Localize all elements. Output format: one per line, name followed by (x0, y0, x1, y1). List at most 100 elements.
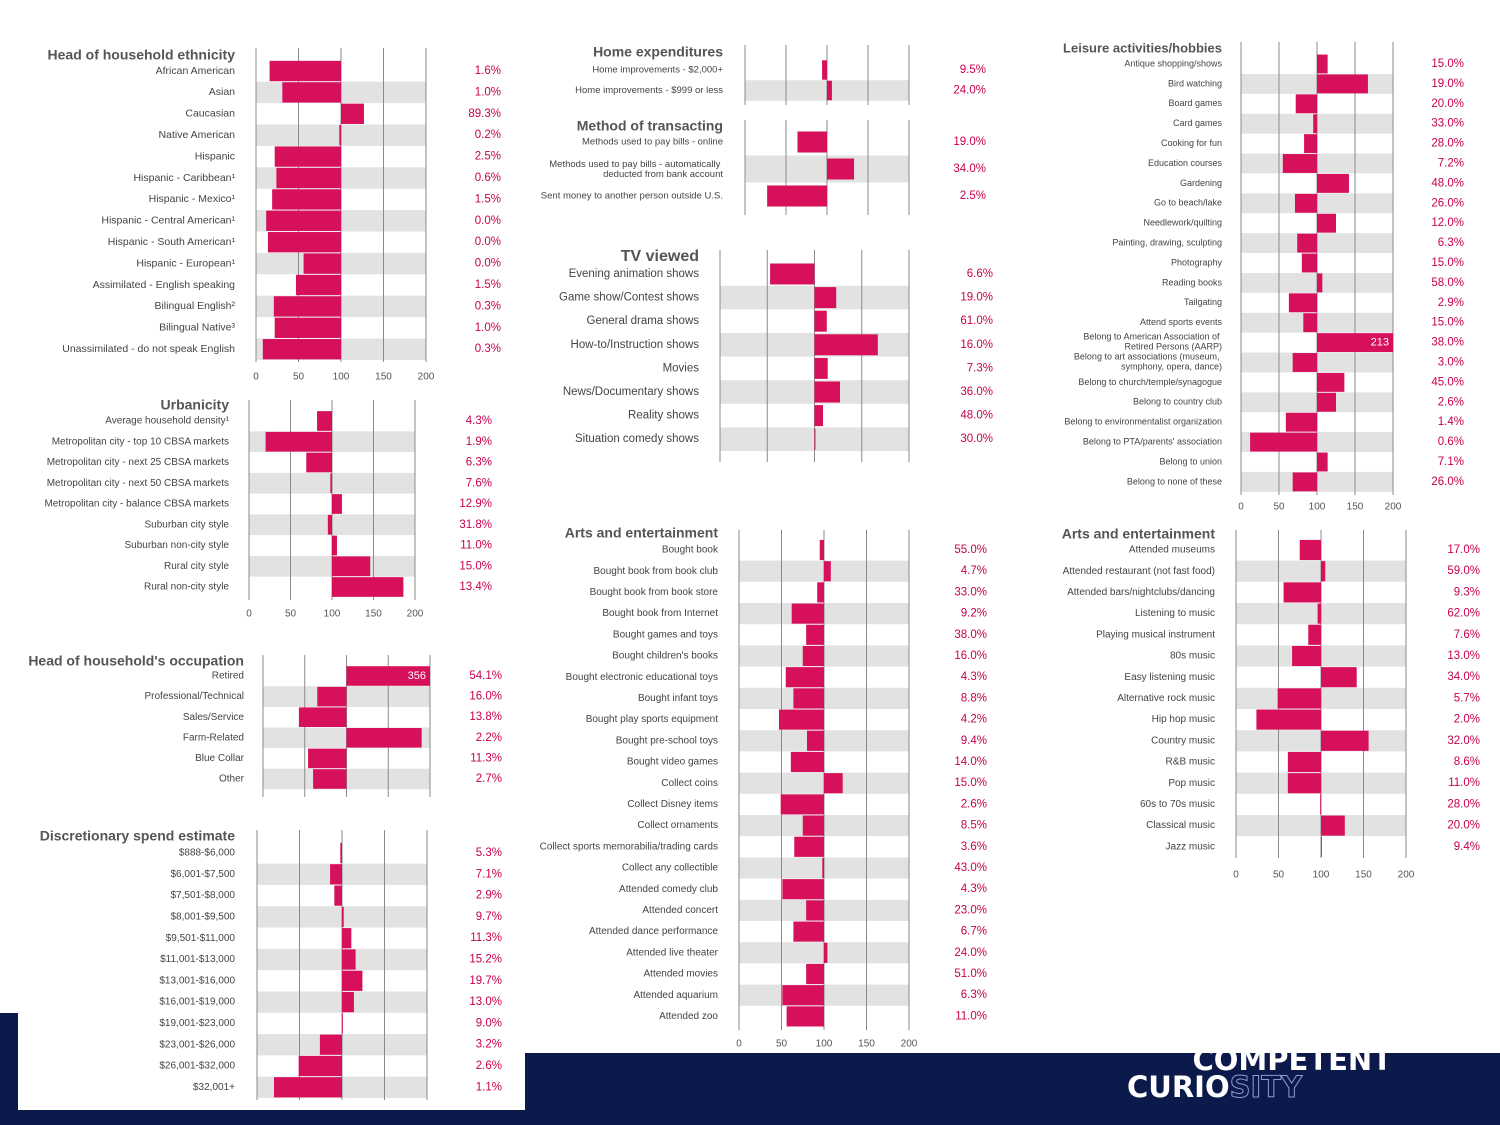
percent-label: 8.6% (1454, 756, 1480, 768)
bar (819, 539, 824, 561)
category-label: $7,501-$8,000 (170, 890, 235, 901)
bar (273, 296, 341, 317)
percent-label: 3.0% (1438, 357, 1464, 369)
percent-label: 34.0% (1447, 671, 1480, 683)
percent-label: 33.0% (1431, 118, 1464, 130)
x-tick-label: 100 (1313, 870, 1330, 881)
percent-label: 62.0% (1447, 608, 1480, 620)
bar (298, 707, 347, 727)
category-label: Playing musical instrument (1096, 629, 1215, 640)
bar (1292, 645, 1321, 667)
category-label: $26,001-$32,000 (159, 1061, 235, 1072)
category-label: Attended concert (642, 905, 718, 916)
percent-label: 23.0% (954, 904, 987, 916)
percent-label: 7.2% (1438, 158, 1464, 170)
bar (767, 185, 827, 207)
bar (327, 514, 332, 535)
bar (332, 535, 337, 556)
bar (342, 970, 363, 991)
bar (339, 125, 341, 146)
bar (794, 836, 824, 857)
percent-label: 13.0% (469, 996, 502, 1008)
percent-label: 11.0% (1448, 777, 1480, 789)
x-tick-label: 150 (1347, 502, 1364, 513)
percent-label: 15.0% (954, 777, 987, 789)
bar (806, 624, 824, 645)
percent-label: 0.0% (475, 236, 501, 248)
percent-label: 2.0% (1454, 714, 1480, 726)
category-label: Farm-Related (183, 732, 244, 743)
x-tick-label: 150 (365, 609, 382, 620)
logo-sity: SITY (1230, 1070, 1303, 1104)
label-line: Retired Persons (AARP) (1124, 342, 1222, 352)
panel-title: Leisure activities/hobbies (1063, 40, 1222, 55)
category-label: Retired (212, 671, 244, 682)
bar (817, 582, 824, 603)
percent-label: 13.0% (1447, 650, 1480, 662)
bar (1317, 452, 1328, 472)
label-line: symphony, opera, dance) (1121, 362, 1222, 372)
bar (814, 310, 827, 332)
category-label: Bought infant toys (638, 693, 718, 704)
category-label: Other (219, 774, 245, 785)
percent-label: 26.0% (1431, 197, 1464, 209)
panel: Discretionary spend estimate $888-$6,000 5… (40, 828, 502, 1100)
category-label: Attended restaurant (not fast food) (1063, 566, 1215, 577)
bar (793, 921, 824, 942)
bar (274, 1077, 342, 1098)
percent-label: 12.9% (459, 498, 492, 510)
bar (346, 666, 430, 686)
bar (793, 688, 824, 709)
category-label: Metropolitan city - next 50 CBSA markets (47, 478, 229, 489)
category-label: Average household density¹ (105, 416, 229, 427)
bar (334, 885, 342, 906)
category-label: Hispanic - Caribbean¹ (133, 172, 235, 184)
bar (276, 167, 341, 189)
x-tick-label: 200 (418, 372, 435, 383)
bar (814, 334, 878, 356)
percent-label: 1.0% (475, 86, 501, 98)
bar (1317, 54, 1328, 74)
bar (317, 686, 347, 707)
category-label: Hispanic - South American¹ (108, 236, 236, 248)
panel-title: Discretionary spend estimate (40, 828, 236, 844)
bar (791, 603, 824, 624)
panel: Head of household ethnicity 0 50 100 150 200 A… (48, 47, 501, 383)
bar (1292, 353, 1317, 372)
percent-label: 17.0% (1447, 544, 1480, 556)
percent-label: 15.0% (1431, 317, 1464, 329)
category-label: $16,001-$19,000 (159, 997, 235, 1008)
bar (824, 561, 831, 582)
category-label: Hispanic - European¹ (136, 257, 235, 269)
percent-label: 38.0% (1431, 337, 1464, 349)
category-label: 60s to 70s music (1140, 799, 1215, 810)
bar (274, 146, 341, 167)
bar (1283, 582, 1321, 603)
category-label: Bought electronic educational toys (566, 672, 718, 683)
bar (802, 645, 824, 667)
bar (267, 232, 341, 253)
bar (780, 794, 824, 815)
percent-label: 38.0% (954, 629, 987, 641)
bar (790, 751, 824, 773)
x-tick-label: 150 (1355, 870, 1372, 881)
percent-label: 0.6% (475, 172, 501, 184)
percent-label: 2.6% (476, 1060, 502, 1072)
percent-label: 61.0% (960, 315, 993, 327)
x-tick-label: 50 (293, 372, 305, 383)
percent-label: 4.3% (466, 415, 492, 427)
bar (1317, 213, 1336, 233)
category-label: Attended bars/nightclubs/dancing (1067, 587, 1215, 598)
category-label: Hip hop music (1152, 714, 1215, 725)
category-label: Easy listening music (1124, 672, 1215, 683)
category-label: Situation comedy shows (575, 433, 699, 445)
category-label: Home improvements - $2,000+ (592, 65, 723, 76)
bar (342, 906, 344, 928)
category-label: Attended dance performance (589, 926, 718, 937)
category-label: Belong to country club (1133, 397, 1222, 407)
bar (1317, 333, 1393, 353)
x-tick-label: 150 (375, 372, 392, 383)
percent-label: 2.7% (476, 773, 502, 785)
bar (802, 815, 824, 836)
bar (1313, 114, 1317, 134)
